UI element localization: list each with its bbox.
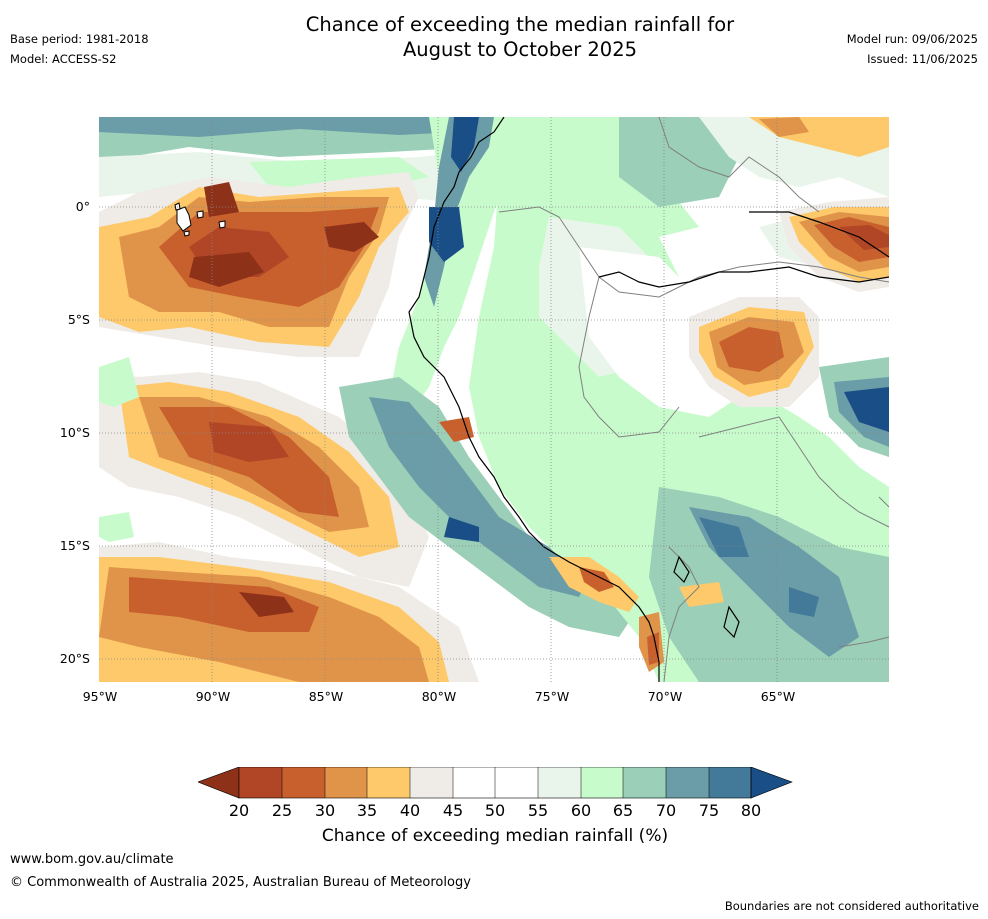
colorbar-bin — [325, 767, 367, 798]
boundary-disclaimer: Boundaries are not considered authoritat… — [724, 899, 979, 913]
colorbar-tick: 40 — [399, 801, 421, 820]
probability-fields — [99, 117, 889, 682]
lat-label-0: 0° — [75, 199, 90, 214]
lon-label-80w: 80°W — [421, 689, 457, 704]
colorbar-tick: 50 — [484, 801, 506, 820]
issued-date: Issued: 11/06/2025 — [867, 52, 978, 66]
lon-label-95w: 95°W — [82, 689, 118, 704]
run-info-right: Model run: 09/06/2025 Issued: 11/06/2025 — [847, 29, 978, 69]
copyright-notice: © Commonwealth of Australia 2025, Austra… — [10, 875, 471, 890]
colorbar-bin — [495, 767, 538, 798]
colorbar-bin — [453, 767, 495, 798]
model-name: Model: ACCESS-S2 — [10, 52, 117, 66]
colorbar-tick: 70 — [655, 801, 677, 820]
coastline — [408, 117, 890, 682]
title-line-1: Chance of exceeding the median rainfall … — [305, 13, 735, 36]
map-title: Chance of exceeding the median rainfall … — [250, 12, 790, 62]
colorbar-tick: 20 — [228, 801, 250, 820]
lat-label-10s: 10°S — [59, 425, 90, 440]
colorbar-tick: 35 — [356, 801, 378, 820]
colorbar-tick: 80 — [740, 801, 762, 820]
colorbar-bin — [538, 767, 581, 798]
colorbar-bin — [367, 767, 410, 798]
colorbar-tick: 65 — [612, 801, 634, 820]
run-info-left: Base period: 1981-2018 Model: ACCESS-S2 — [10, 29, 149, 69]
colorbar-max-arrow — [750, 767, 793, 799]
model-run-date: Model run: 09/06/2025 — [846, 32, 978, 46]
graticule — [99, 117, 890, 682]
colorbar-bin — [239, 767, 282, 798]
galapagos-islands — [174, 202, 226, 237]
colorbar-bin — [410, 767, 453, 798]
colorbar-bin — [709, 767, 751, 798]
colorbar-tick: 30 — [314, 801, 336, 820]
colorbar-bin — [666, 767, 709, 798]
lon-label-70w: 70°W — [647, 689, 683, 704]
country-borders — [498, 117, 890, 682]
colorbar — [198, 767, 793, 799]
lon-label-65w: 65°W — [760, 689, 796, 704]
colorbar-tick: 55 — [527, 801, 549, 820]
colorbar-bin — [282, 767, 325, 798]
colorbar-tick: 45 — [442, 801, 464, 820]
colorbar-tick: 60 — [570, 801, 592, 820]
lat-label-15s: 15°S — [59, 538, 90, 553]
website-link[interactable]: www.bom.gov.au/climate — [10, 852, 174, 867]
colorbar-tick: 25 — [271, 801, 293, 820]
colorbar-tick: 75 — [698, 801, 720, 820]
colorbar-label: Chance of exceeding median rainfall (%) — [321, 826, 669, 846]
colorbar-bin — [623, 767, 666, 798]
lat-label-5s: 5°S — [67, 312, 90, 327]
lon-label-85w: 85°W — [308, 689, 344, 704]
colorbar-bin — [581, 767, 623, 798]
base-period: Base period: 1981-2018 — [10, 32, 149, 46]
colorbar-min-arrow — [198, 767, 240, 799]
lon-label-75w: 75°W — [534, 689, 570, 704]
lon-label-90w: 90°W — [195, 689, 231, 704]
lat-label-20s: 20°S — [59, 651, 90, 666]
title-line-2: August to October 2025 — [402, 38, 638, 61]
rainfall-map-canvas — [99, 117, 890, 682]
rainfall-map — [99, 117, 890, 682]
